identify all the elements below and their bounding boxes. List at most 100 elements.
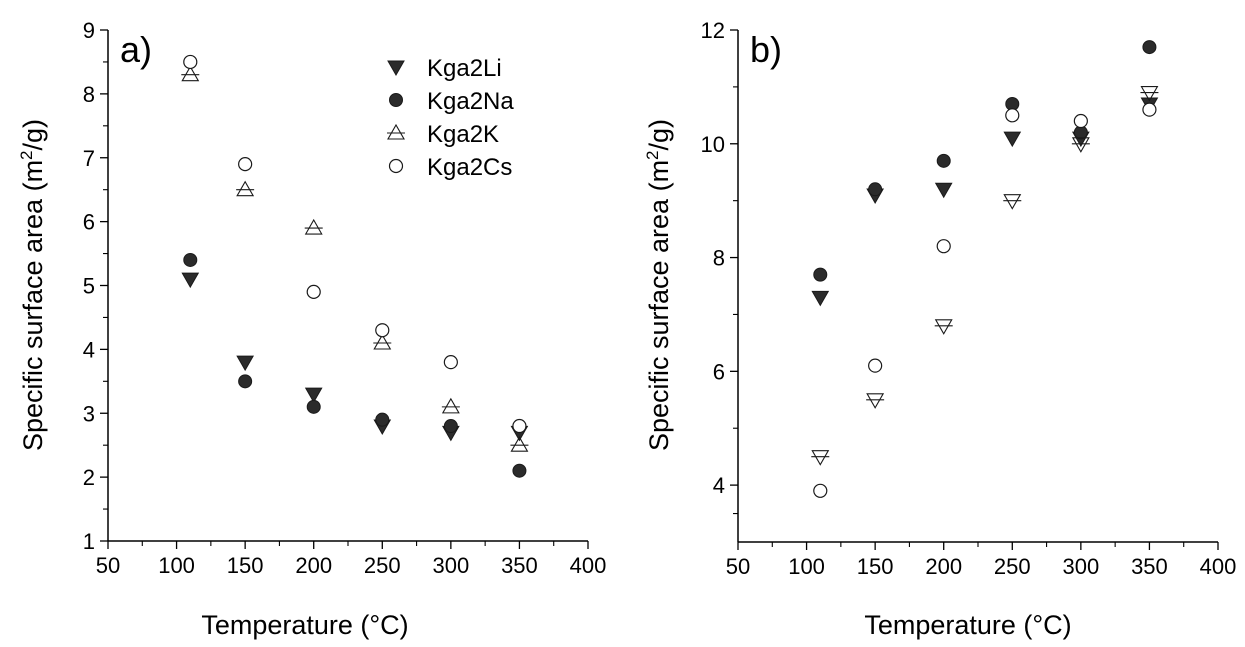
panel-a-y-tick-label: 9 — [83, 18, 95, 43]
legend-label: Kga2K — [427, 121, 499, 148]
panel-a-y-tick-label: 4 — [83, 337, 95, 362]
data-point — [1140, 86, 1159, 102]
panel-b-series-1 — [813, 40, 1157, 282]
data-point-outline — [236, 180, 255, 197]
panel-b-x-tick-label: 300 — [1062, 554, 1099, 579]
panel-b-x-tick-label: 200 — [925, 554, 962, 579]
data-point — [183, 54, 198, 70]
legend-marker — [387, 123, 405, 140]
data-point — [811, 450, 830, 466]
panel-a-x-tick-label: 150 — [227, 553, 264, 578]
data-point — [512, 418, 527, 434]
data-point — [238, 374, 253, 389]
panel-b-x-tick-label: 350 — [1131, 554, 1168, 579]
data-point-outline — [441, 397, 460, 414]
panel-a-y-tick-label: 3 — [83, 401, 95, 426]
data-point — [512, 463, 527, 478]
data-point — [306, 399, 321, 414]
data-point — [304, 387, 323, 404]
panel-a-x-tick-label: 400 — [570, 553, 607, 578]
data-point-outline — [1140, 86, 1159, 102]
data-point — [934, 319, 953, 335]
panel-b-y-tick-label: 12 — [701, 18, 725, 43]
panel-a-y-tick-label: 6 — [83, 210, 95, 235]
panel-b-x-tick-label: 100 — [788, 554, 825, 579]
data-point-outline — [934, 319, 953, 335]
data-point — [236, 180, 255, 197]
data-point — [1003, 131, 1022, 148]
data-point — [443, 419, 458, 434]
panel-a-x-tick-label: 50 — [96, 553, 120, 578]
panel-a-x-tick-label: 250 — [364, 553, 401, 578]
panel-b-y-tick-label: 8 — [713, 246, 725, 271]
data-point-outline — [510, 436, 529, 452]
panel-a-y-tick-label: 5 — [83, 274, 95, 299]
data-point — [934, 182, 953, 199]
data-point — [866, 393, 885, 409]
panel-a-series-kga2li — [181, 272, 529, 442]
data-point — [1142, 40, 1157, 55]
panel-a-x-tick-label: 200 — [295, 553, 332, 578]
data-point — [936, 153, 951, 168]
data-point — [1071, 137, 1090, 153]
panel-a-x-tick-label: 350 — [501, 553, 538, 578]
data-point — [304, 218, 323, 235]
panel-b-x-tick-label: 250 — [994, 554, 1031, 579]
data-point — [1142, 102, 1157, 117]
data-point — [1003, 194, 1022, 210]
data-point — [181, 272, 200, 289]
data-point — [936, 239, 951, 254]
data-point — [813, 483, 828, 498]
data-point — [375, 412, 390, 427]
data-point — [373, 333, 392, 350]
panel-b-y-tick-label: 4 — [713, 473, 725, 498]
panel-a-x-tick-label: 100 — [158, 553, 195, 578]
data-point-outline — [304, 218, 323, 235]
panel-a-legend: Kga2Li Kga2Na Kga2K Kga2Cs — [387, 55, 514, 181]
data-point — [236, 355, 255, 372]
panel-a-y-axis-title: Specific surface area (m2/g) — [17, 119, 48, 451]
data-point-outline — [811, 450, 830, 466]
data-point — [813, 267, 828, 282]
panel-a-series-kga2na — [183, 252, 527, 478]
panel-a-x-axis-title: Temperature (°C) — [201, 610, 408, 640]
panel-b-y-tick-label: 6 — [713, 359, 725, 384]
panel-a-y-tick-label: 7 — [83, 146, 95, 171]
data-point — [868, 358, 883, 373]
data-point — [868, 182, 883, 197]
panel-b-y-tick-label: 10 — [701, 132, 725, 157]
legend-label: Kga2Na — [427, 88, 514, 115]
panel-b-y-axis-title: Specific surface area (m2/g) — [643, 119, 674, 451]
panel-a-series-kga2cs — [183, 54, 527, 434]
data-point — [306, 284, 321, 299]
data-point-outline — [1071, 137, 1090, 153]
legend-marker — [389, 93, 403, 107]
legend-marker — [387, 60, 405, 77]
panel-a-series-kga2k — [181, 65, 529, 452]
data-point-outline — [373, 333, 392, 350]
data-point — [181, 65, 200, 82]
data-point-outline — [1003, 194, 1022, 210]
panel-b-x-tick-label: 400 — [1200, 554, 1237, 579]
legend-marker-outline — [387, 123, 405, 140]
panel-a-y-tick-label: 2 — [83, 465, 95, 490]
legend-marker — [388, 158, 404, 174]
panel-b: 50 100 150 200 250 300 350 400 4 6 8 10 12 Temperatur… — [643, 18, 1236, 640]
panel-a-y-tick-label: 1 — [83, 529, 95, 554]
data-point — [183, 252, 198, 267]
panel-b-series-3 — [813, 102, 1157, 498]
panel-b-series-0 — [811, 97, 1159, 307]
data-point — [238, 157, 253, 172]
data-point — [375, 323, 390, 338]
data-point — [811, 290, 830, 307]
data-point — [510, 436, 529, 452]
data-point — [1073, 113, 1088, 129]
data-point-outline — [866, 393, 885, 409]
panel-b-x-tick-label: 50 — [726, 554, 750, 579]
data-point — [441, 397, 460, 414]
panel-b-label: b) — [750, 29, 782, 70]
panel-a-y-tick-label: 8 — [83, 82, 95, 107]
panel-a-x-tick-label: 300 — [432, 553, 469, 578]
data-point — [443, 355, 458, 370]
panel-b-series-2 — [811, 86, 1159, 466]
